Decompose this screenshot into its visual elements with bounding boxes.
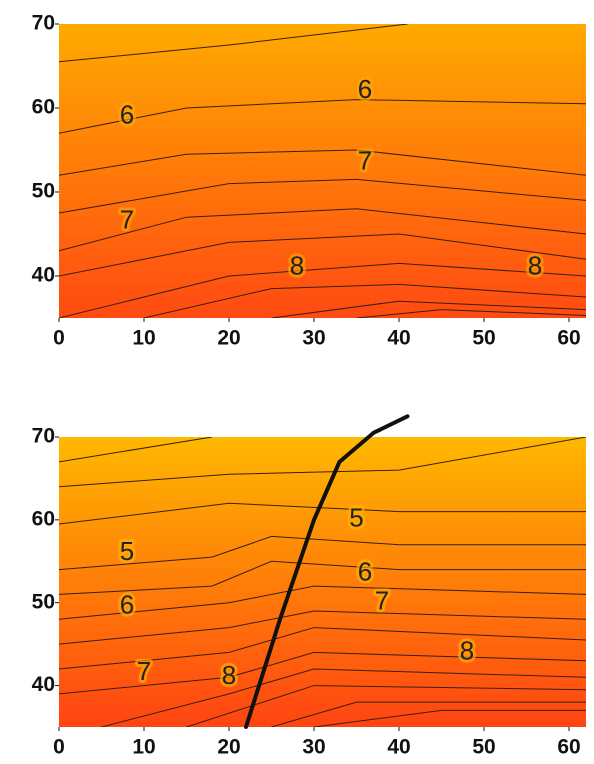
contour-line bbox=[143, 283, 586, 318]
contour-label: 5 bbox=[349, 503, 363, 533]
contour-line bbox=[59, 560, 586, 595]
contour-line bbox=[59, 502, 586, 525]
contour-label: 8 bbox=[460, 635, 474, 665]
contour-line bbox=[59, 149, 586, 176]
x-tick-label: 50 bbox=[472, 327, 495, 350]
x-tick-label: 20 bbox=[217, 736, 240, 759]
contour-line bbox=[59, 208, 586, 252]
x-tick-label: 0 bbox=[53, 736, 65, 759]
contour-label: 8 bbox=[222, 660, 236, 690]
contour-line bbox=[59, 99, 586, 134]
y-tick-label: 50 bbox=[32, 180, 55, 203]
contour-label: 8 bbox=[290, 250, 304, 280]
x-tick-label: 30 bbox=[302, 327, 325, 350]
y-tick-label: 70 bbox=[32, 425, 55, 448]
x-tick-label: 10 bbox=[132, 736, 155, 759]
contour-line bbox=[271, 701, 586, 727]
x-tick-label: 50 bbox=[472, 736, 495, 759]
x-tick-label: 40 bbox=[387, 736, 410, 759]
x-tick-label: 60 bbox=[557, 327, 580, 350]
contour-line bbox=[101, 668, 586, 727]
x-tick-label: 10 bbox=[132, 327, 155, 350]
x-tick-label: 30 bbox=[302, 736, 325, 759]
plot-area bbox=[59, 437, 586, 727]
contour-label: 7 bbox=[137, 656, 151, 686]
contour-label: 6 bbox=[358, 557, 372, 587]
x-tick-label: 20 bbox=[217, 327, 240, 350]
y-tick-label: 70 bbox=[32, 12, 55, 35]
contour-line bbox=[59, 233, 586, 277]
contour-line bbox=[59, 610, 586, 645]
contour-line bbox=[59, 178, 586, 214]
contour-label: 7 bbox=[375, 586, 389, 616]
y-tick-label: 60 bbox=[32, 507, 55, 530]
contour-label: 7 bbox=[120, 204, 134, 234]
contour-line bbox=[59, 437, 213, 463]
contour-line bbox=[186, 685, 586, 727]
x-tick-label: 60 bbox=[557, 736, 580, 759]
x-tick-label: 40 bbox=[387, 327, 410, 350]
contour-lines bbox=[59, 437, 586, 727]
contour-line bbox=[59, 585, 586, 620]
contour-line bbox=[356, 309, 586, 318]
boundary-line bbox=[244, 414, 410, 729]
contour-line bbox=[59, 651, 586, 695]
plot-area bbox=[59, 24, 586, 318]
y-tick-label: 40 bbox=[32, 264, 55, 287]
contour-lines bbox=[59, 24, 586, 318]
contour-line bbox=[59, 437, 586, 488]
contour-label: 6 bbox=[358, 74, 372, 104]
contour-label: 8 bbox=[528, 250, 542, 280]
contour-line bbox=[59, 535, 586, 571]
contour-line bbox=[59, 262, 586, 318]
contour-label: 5 bbox=[120, 536, 134, 566]
contour-line bbox=[313, 709, 586, 727]
y-tick-label: 60 bbox=[32, 96, 55, 119]
contour-chart: 6 6 7 7 8 8 0 10 20 30 40 50 60 40 50 60 70 bbox=[32, 12, 586, 350]
contour-label: 6 bbox=[120, 99, 134, 129]
contour-label: 7 bbox=[358, 145, 372, 175]
x-tick-label: 0 bbox=[53, 327, 65, 350]
contour-line bbox=[59, 24, 408, 63]
contour-label: 6 bbox=[120, 590, 134, 620]
y-tick-label: 50 bbox=[32, 590, 55, 613]
contour-line bbox=[271, 300, 586, 318]
y-tick-label: 40 bbox=[32, 673, 55, 696]
